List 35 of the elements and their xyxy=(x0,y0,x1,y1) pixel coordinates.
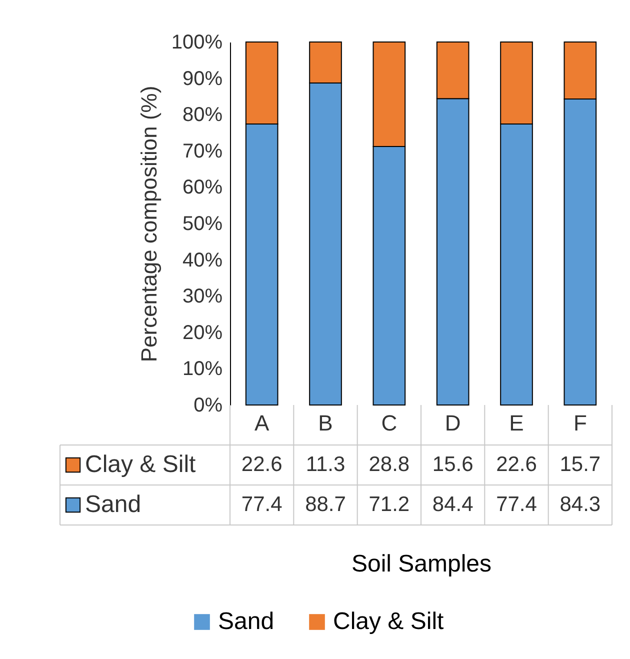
data-label: 84.3 xyxy=(560,493,601,516)
y-tick-label: 70% xyxy=(182,140,223,162)
x-tick-label: F xyxy=(573,410,587,436)
y-tick-label: 40% xyxy=(182,249,223,272)
y-tick-label: 50% xyxy=(182,213,223,235)
text: Clay & Silt xyxy=(333,608,444,635)
y-tick-label: 90% xyxy=(182,68,223,90)
text: Sand xyxy=(218,608,274,635)
y-tick-label: 0% xyxy=(194,394,223,416)
x-axis-title: Soil Samples xyxy=(351,550,492,578)
legend-label: Clay & Silt xyxy=(85,451,196,478)
data-label: 22.6 xyxy=(496,453,537,476)
y-tick-label: 80% xyxy=(182,104,223,126)
data-label: 77.4 xyxy=(496,493,538,516)
data-label: 15.7 xyxy=(560,453,601,476)
x-tick-label: C xyxy=(381,410,398,436)
data-label: 77.4 xyxy=(241,493,283,516)
data-label: 11.3 xyxy=(306,453,346,476)
data-label: 71.2 xyxy=(368,493,410,516)
legend-label: Sand xyxy=(85,491,142,518)
data-label: 84.4 xyxy=(432,493,474,516)
data-label: 22.6 xyxy=(241,453,282,476)
y-tick-label: 10% xyxy=(182,358,223,380)
data-label: 28.8 xyxy=(368,453,410,476)
data-label: 15.6 xyxy=(432,453,474,476)
y-tick-label: 20% xyxy=(182,322,223,344)
x-tick-label: D xyxy=(444,410,461,436)
data-label: 88.7 xyxy=(305,493,346,516)
y-axis-title: Percentage composition (%) xyxy=(136,86,162,362)
x-tick-label: B xyxy=(318,410,333,436)
x-tick-label: E xyxy=(509,410,524,436)
y-tick-label: 60% xyxy=(182,176,223,199)
y-tick-label: 30% xyxy=(182,286,223,308)
x-tick-label: A xyxy=(254,410,270,436)
y-tick-label: 100% xyxy=(171,32,223,54)
